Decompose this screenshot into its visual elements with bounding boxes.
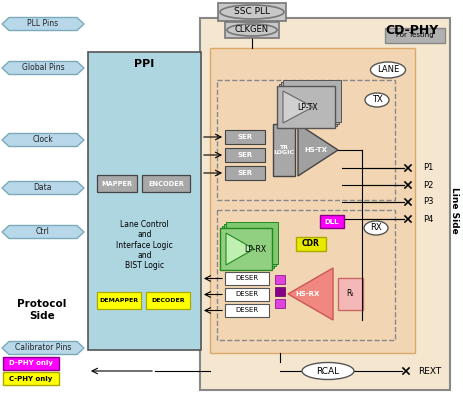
- Text: DLL: DLL: [324, 218, 338, 224]
- Bar: [146, 292, 189, 309]
- Text: MAPPER: MAPPER: [101, 180, 132, 186]
- Text: TX: TX: [371, 96, 382, 104]
- Text: SER: SER: [237, 152, 252, 158]
- Text: DESER: DESER: [235, 308, 258, 314]
- Text: Data: Data: [34, 184, 52, 192]
- Text: DEMAPPER: DEMAPPER: [99, 298, 138, 303]
- Bar: [225, 148, 264, 162]
- Text: RCAL: RCAL: [316, 366, 339, 376]
- Bar: [281, 82, 338, 124]
- Text: SER: SER: [237, 134, 252, 140]
- Polygon shape: [2, 342, 84, 354]
- Text: SER: SER: [237, 170, 252, 176]
- Ellipse shape: [301, 362, 353, 380]
- Text: HS-TX: HS-TX: [304, 147, 327, 153]
- Text: P2: P2: [422, 180, 432, 190]
- Bar: [384, 28, 444, 43]
- Text: P3: P3: [422, 198, 432, 206]
- Text: PLL Pins: PLL Pins: [27, 20, 58, 28]
- Bar: [319, 215, 343, 228]
- Polygon shape: [2, 62, 84, 74]
- Bar: [210, 48, 414, 353]
- Bar: [142, 175, 189, 192]
- Bar: [225, 288, 269, 301]
- Text: CD-PHY: CD-PHY: [385, 24, 438, 36]
- Bar: [275, 275, 284, 284]
- Polygon shape: [282, 91, 313, 123]
- Polygon shape: [2, 134, 84, 146]
- Text: PPI: PPI: [134, 59, 154, 69]
- Text: ENCODER: ENCODER: [148, 180, 183, 186]
- Text: Rₜ: Rₜ: [346, 290, 354, 298]
- Text: DESER: DESER: [235, 276, 258, 282]
- Bar: [225, 130, 264, 144]
- Bar: [272, 124, 294, 176]
- Bar: [225, 22, 278, 38]
- Text: SSC PLL: SSC PLL: [233, 8, 269, 16]
- Bar: [337, 278, 362, 310]
- Ellipse shape: [226, 24, 276, 36]
- Text: Line Side: Line Side: [450, 187, 458, 233]
- Bar: [88, 52, 200, 350]
- Bar: [225, 222, 277, 264]
- Polygon shape: [225, 233, 253, 265]
- Text: Ctrl: Ctrl: [36, 228, 50, 236]
- Polygon shape: [2, 18, 84, 30]
- Bar: [3, 372, 59, 385]
- Text: For Testing: For Testing: [395, 32, 433, 38]
- Bar: [275, 299, 284, 308]
- Text: Global Pins: Global Pins: [22, 64, 64, 72]
- Bar: [97, 292, 141, 309]
- Ellipse shape: [363, 221, 387, 235]
- Text: LP-RX: LP-RX: [244, 244, 265, 254]
- Ellipse shape: [369, 62, 405, 78]
- Text: P4: P4: [422, 214, 432, 224]
- Bar: [225, 272, 269, 285]
- Bar: [225, 166, 264, 180]
- Text: LP-TX: LP-TX: [297, 102, 318, 112]
- Bar: [276, 86, 334, 128]
- Text: C-PHY only: C-PHY only: [9, 376, 53, 382]
- Polygon shape: [288, 268, 332, 320]
- Text: TR
LOGIC: TR LOGIC: [273, 144, 294, 155]
- Bar: [217, 80, 394, 200]
- Bar: [282, 80, 340, 122]
- Ellipse shape: [219, 5, 283, 19]
- Text: DESER: DESER: [235, 292, 258, 298]
- Text: D-PHY only: D-PHY only: [9, 360, 53, 366]
- Ellipse shape: [364, 93, 388, 107]
- Text: P1: P1: [422, 164, 432, 172]
- Bar: [200, 18, 449, 390]
- Bar: [3, 357, 59, 370]
- Text: HS-RX: HS-RX: [295, 291, 319, 297]
- Text: CLKGEN: CLKGEN: [234, 26, 269, 34]
- Text: LANE: LANE: [376, 66, 398, 74]
- Text: DECODER: DECODER: [151, 298, 184, 303]
- Polygon shape: [2, 226, 84, 238]
- Bar: [219, 228, 271, 270]
- Polygon shape: [297, 124, 337, 176]
- Text: RX: RX: [369, 224, 381, 232]
- Text: Calibrator Pins: Calibrator Pins: [15, 344, 71, 352]
- Text: REXT: REXT: [418, 366, 441, 376]
- Bar: [295, 237, 325, 251]
- Bar: [217, 210, 394, 340]
- Bar: [278, 84, 336, 126]
- Bar: [224, 224, 275, 266]
- Text: Clock: Clock: [32, 136, 53, 144]
- Polygon shape: [2, 182, 84, 194]
- Text: Lane Control
and
Interface Logic
and
BIST Logic: Lane Control and Interface Logic and BIS…: [116, 220, 173, 270]
- Text: CDR: CDR: [301, 240, 319, 248]
- Bar: [275, 287, 284, 296]
- Bar: [97, 175, 137, 192]
- Bar: [225, 304, 269, 317]
- Bar: [218, 3, 285, 21]
- Text: Protocol
Side: Protocol Side: [17, 299, 67, 321]
- Bar: [221, 226, 274, 268]
